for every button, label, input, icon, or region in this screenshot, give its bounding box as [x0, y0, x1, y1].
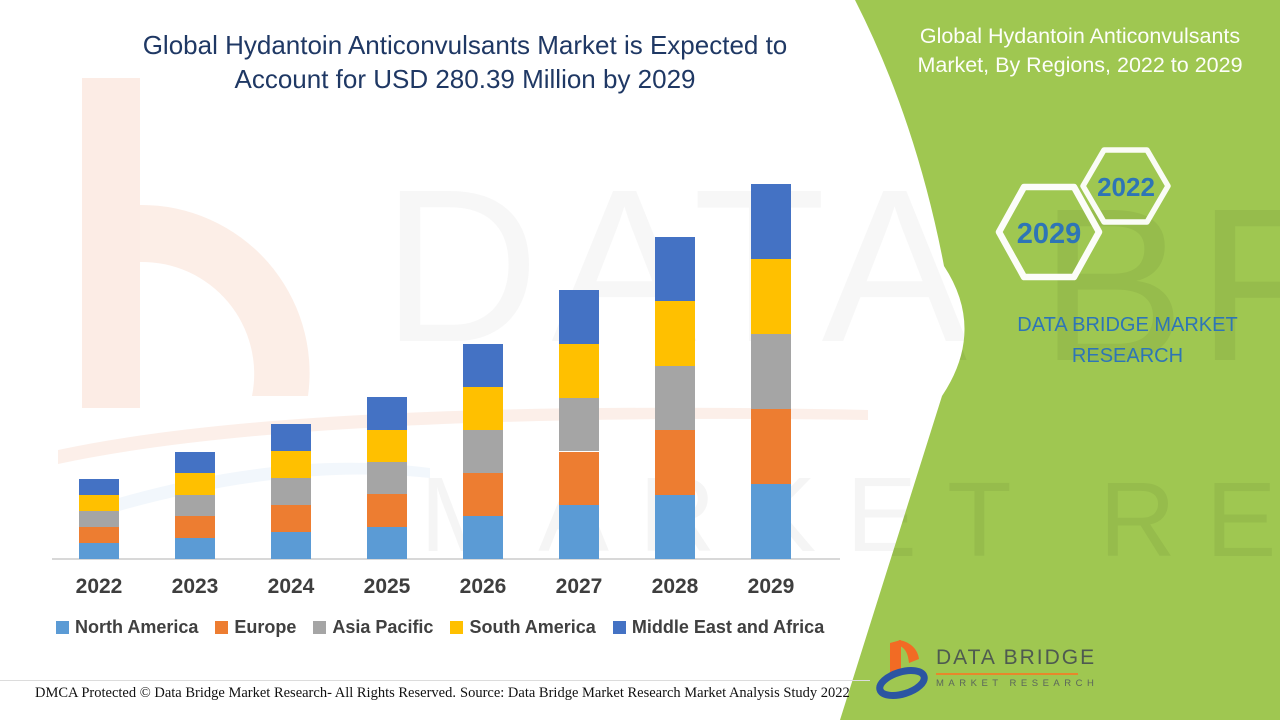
x-axis-label-2026: 2026	[459, 575, 507, 598]
bar-2023-north-america	[175, 537, 215, 559]
bar-2026-asia-pacific	[463, 429, 503, 473]
bar-2027-north-america	[559, 505, 599, 559]
bar-2028-middle-east-and-africa	[655, 236, 695, 302]
x-axis-label-2027: 2027	[555, 575, 603, 598]
dbmr-logo-underline	[936, 673, 1078, 675]
legend-item-middle-east-and-africa: Middle East and Africa	[612, 617, 825, 638]
bar-2024-europe	[271, 504, 311, 532]
dbmr-logo-mark-swoosh	[876, 667, 928, 699]
bar-2025-middle-east-and-africa	[367, 397, 407, 430]
bar-2022-north-america	[79, 542, 119, 559]
green-panel-shape	[840, 0, 1280, 720]
legend-label-south-america: South America	[469, 617, 596, 637]
bar-2022-asia-pacific	[79, 510, 119, 527]
side-panel-brand-text: DATA BRIDGE MARKET RESEARCH	[985, 310, 1270, 372]
hexagon-badge-2022-label: 2022	[1097, 172, 1155, 202]
legend-swatch-asia-pacific	[313, 621, 327, 634]
bar-2027-middle-east-and-africa	[559, 290, 599, 344]
bar-2028-europe	[655, 430, 695, 495]
bar-2024-asia-pacific	[271, 477, 311, 505]
legend-label-europe: Europe	[234, 617, 297, 637]
bar-2028-south-america	[655, 301, 695, 366]
legend-item-asia-pacific: Asia Pacific	[313, 617, 433, 638]
side-panel-heading-line2: Market, By Regions, 2022 to 2029	[917, 53, 1243, 77]
dbmr-logo-text: DATA BRIDGE MARKET RESEARCH	[936, 646, 1098, 689]
hexagon-badge-2029	[995, 183, 1103, 281]
legend-swatch-europe	[215, 621, 229, 634]
legend-swatch-middle-east-and-africa	[612, 621, 626, 634]
bar-2028-north-america	[655, 494, 695, 559]
x-axis-label-2023: 2023	[171, 575, 219, 598]
bar-2026-north-america	[463, 515, 503, 559]
bar-2026-europe	[463, 472, 503, 516]
bar-2027-south-america	[559, 343, 599, 398]
bar-2028-asia-pacific	[655, 365, 695, 431]
side-panel-brand-line1: DATA BRIDGE MARKET	[1017, 314, 1238, 336]
legend-item-europe: Europe	[215, 617, 296, 638]
dbmr-logo-subtitle: MARKET RESEARCH	[936, 678, 1099, 689]
bar-2024-north-america	[271, 531, 311, 559]
bar-2023-asia-pacific	[175, 494, 215, 517]
bar-2023-middle-east-and-africa	[175, 452, 215, 474]
dbmr-logo-title: DATA BRIDGE	[936, 646, 1097, 669]
footer-copyright: DMCA Protected © Data Bridge Market Rese…	[35, 685, 456, 701]
bar-2027-europe	[559, 451, 599, 506]
chart-title-line2: Account for USD 280.39 Million by 2029	[234, 64, 696, 94]
bar-2022-south-america	[79, 494, 119, 511]
bar-2025-north-america	[367, 526, 407, 559]
footer-divider	[0, 680, 870, 681]
bar-2025-europe	[367, 494, 407, 527]
bar-2024-middle-east-and-africa	[271, 423, 311, 451]
bar-2025-south-america	[367, 429, 407, 462]
bar-2029-north-america	[751, 483, 791, 559]
legend-item-south-america: South America	[450, 617, 596, 638]
bar-2023-south-america	[175, 473, 215, 495]
legend-swatch-south-america	[450, 621, 464, 634]
chart-title: Global Hydantoin Anticonvulsants Market …	[60, 28, 870, 96]
footer-source: Source: Data Bridge Market Research Mark…	[460, 685, 850, 701]
chart-legend: North America Europe Asia Pacific South Ame…	[56, 617, 824, 638]
side-panel-heading: Global Hydantoin Anticonvulsants Market,…	[880, 22, 1280, 80]
dbmr-logo-mark	[876, 640, 928, 699]
side-panel-brand-line2: RESEARCH	[1071, 345, 1184, 367]
x-axis-label-2028: 2028	[651, 575, 699, 598]
legend-label-north-america: North America	[75, 617, 199, 637]
bar-2022-europe	[79, 526, 119, 543]
bar-2022-middle-east-and-africa	[79, 478, 119, 495]
bar-2029-asia-pacific	[751, 333, 791, 409]
bar-2027-asia-pacific	[559, 397, 599, 452]
hexagon-badge-2029-label: 2029	[1017, 218, 1082, 250]
chart-title-line1: Global Hydantoin Anticonvulsants Market …	[142, 30, 788, 60]
dbmr-logo-mark-stem	[890, 640, 901, 676]
x-axis-label-2029: 2029	[747, 575, 795, 598]
side-panel-heading-line1: Global Hydantoin Anticonvulsants	[919, 24, 1241, 48]
legend-label-asia-pacific: Asia Pacific	[332, 617, 434, 637]
x-axis-label-2025: 2025	[363, 575, 411, 598]
bar-2023-europe	[175, 516, 215, 538]
bar-2026-south-america	[463, 386, 503, 430]
bar-2029-middle-east-and-africa	[751, 184, 791, 259]
bar-2026-middle-east-and-africa	[463, 343, 503, 387]
bar-2025-asia-pacific	[367, 461, 407, 495]
legend-label-middle-east-and-africa: Middle East and Africa	[631, 617, 825, 637]
hexagon-badge-2022	[1080, 147, 1171, 225]
bar-2029-europe	[751, 408, 791, 484]
bar-2029-south-america	[751, 258, 791, 334]
x-axis-label-2024: 2024	[267, 575, 315, 598]
legend-swatch-north-america	[56, 621, 69, 634]
dbmr-logo-mark-hook	[897, 640, 919, 663]
x-axis-line	[52, 558, 840, 560]
dbmr-logo: DATA BRIDGE MARKET RESEARCH	[876, 638, 1098, 700]
bar-2024-south-america	[271, 450, 311, 478]
legend-item-north-america: North America	[56, 617, 198, 638]
x-axis-label-2022: 2022	[75, 575, 123, 598]
